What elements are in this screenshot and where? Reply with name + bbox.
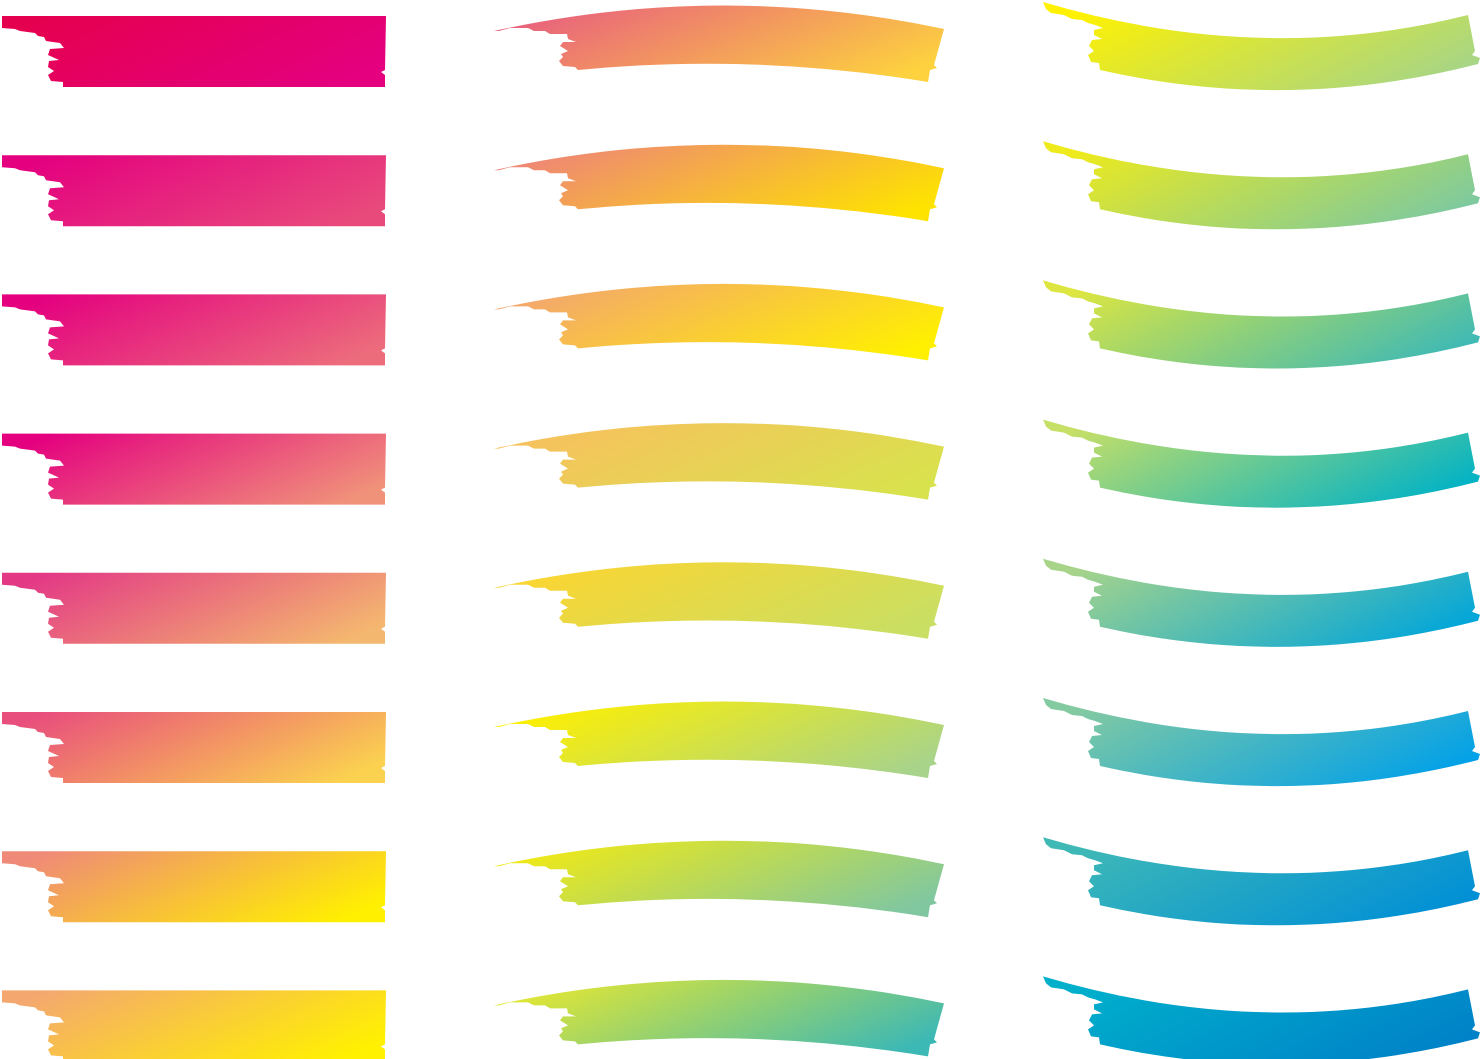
curved-brush-stroke-7 — [1043, 837, 1480, 926]
straight-brush-stroke-6 — [2, 712, 386, 783]
arched-brush-stroke-6 — [494, 701, 944, 778]
arched-brush-stroke-1 — [494, 5, 944, 83]
arched-brush-stroke-3 — [494, 283, 944, 361]
curved-brush-stroke-8 — [1043, 976, 1480, 1059]
straight-brush-stroke-1 — [2, 16, 386, 87]
arched-brush-stroke-2 — [494, 144, 944, 222]
arched-brush-stroke-7 — [494, 840, 944, 918]
straight-brush-stroke-5 — [2, 572, 386, 644]
curved-brush-stroke-5 — [1043, 558, 1480, 647]
arched-brush-stroke-5 — [494, 562, 944, 639]
arched-brush-stroke-8 — [494, 979, 944, 1057]
curved-brush-stroke-6 — [1043, 698, 1480, 787]
curved-brush-stroke-2 — [1043, 141, 1480, 230]
arched-brush-stroke-4 — [494, 423, 944, 500]
curved-brush-stroke-4 — [1043, 419, 1480, 508]
straight-brush-stroke-4 — [2, 433, 386, 505]
straight-brush-stroke-3 — [2, 294, 386, 366]
curved-brush-stroke-3 — [1043, 280, 1480, 369]
curved-brush-stroke-1 — [1043, 2, 1480, 91]
straight-brush-stroke-8 — [2, 990, 386, 1059]
straight-brush-stroke-7 — [2, 851, 386, 923]
straight-brush-stroke-2 — [2, 155, 386, 227]
